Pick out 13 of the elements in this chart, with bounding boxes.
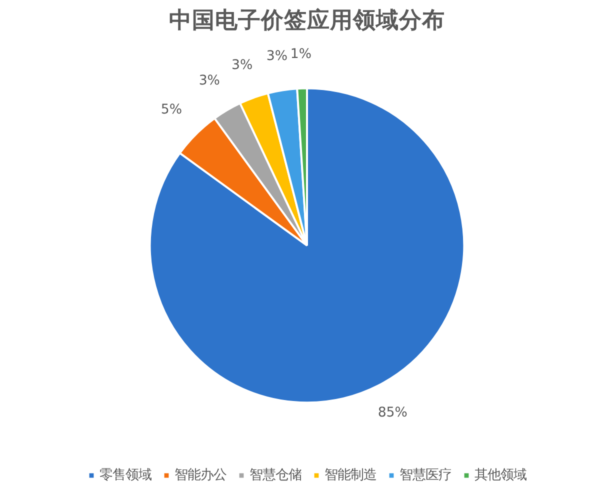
data-label: 1% — [290, 46, 312, 62]
data-label: 3% — [266, 49, 288, 64]
legend-label: 智能制造 — [324, 466, 376, 484]
legend-label: 智慧仓储 — [250, 466, 302, 484]
legend-label: 其他领域 — [474, 467, 526, 484]
legend-label: 零售领域 — [100, 467, 152, 484]
legend-label: 智能办公 — [174, 467, 226, 484]
chart-title: 中国电子价签应用领域分布 — [169, 6, 445, 34]
data-label: 3% — [198, 73, 220, 88]
data-label: 3% — [231, 58, 253, 73]
data-label: 5% — [160, 102, 182, 118]
data-label: 85% — [378, 406, 408, 421]
legend-label: 智慧医疗 — [400, 466, 452, 484]
